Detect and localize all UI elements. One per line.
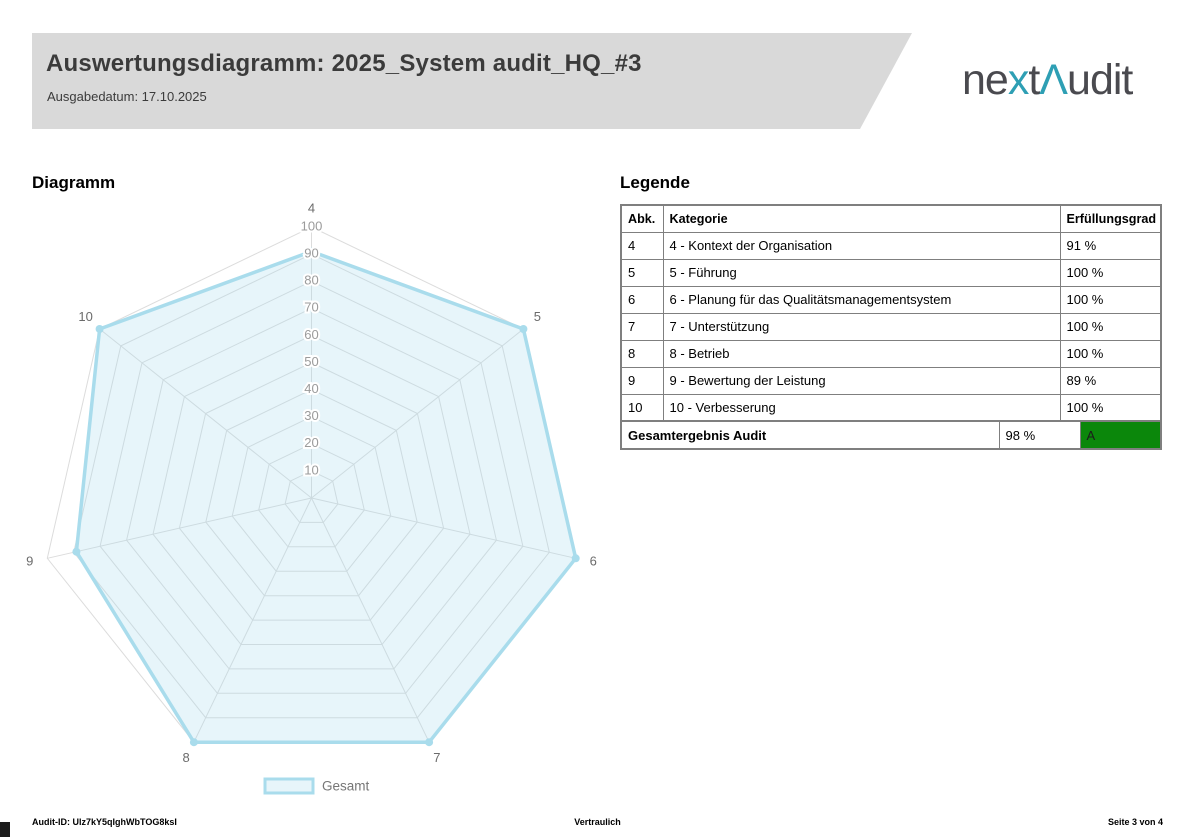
table-cell: 10 xyxy=(620,393,664,422)
radar-data-point xyxy=(571,554,580,563)
table-cell: 8 - Betrieb xyxy=(662,339,1061,368)
radar-gridline xyxy=(152,334,471,645)
legend-table-header-row: Abk. Kategorie Erfüllungsgrad xyxy=(620,204,1162,233)
radar-series-polygon xyxy=(74,249,578,744)
radar-tick-label: 70 xyxy=(304,300,318,315)
radar-tick-label: 30 xyxy=(304,408,318,423)
radar-axis-label: 4 xyxy=(308,200,315,215)
radar-data-point xyxy=(519,325,528,333)
table-cell: 100 % xyxy=(1059,339,1162,368)
radar-axis-label: 8 xyxy=(182,750,189,765)
radar-data-point xyxy=(307,247,316,256)
summary-grade-badge: A xyxy=(1079,420,1162,450)
table-cell: 91 % xyxy=(1059,231,1162,260)
table-cell: 7 - Unterstützung xyxy=(662,312,1061,341)
footer-confidential: Vertraulich xyxy=(574,817,621,827)
legend-section-title: Legende xyxy=(620,173,690,192)
radar-chart: 10 20 30 40 50 60 70 80 90 100 4 5 6 7 8 9 10 Gesamt xyxy=(26,200,597,795)
radar-axis-line xyxy=(311,497,430,743)
table-cell: 5 xyxy=(620,258,664,287)
chart-legend-label: Gesamt xyxy=(322,779,370,794)
logo-letter-segment: udit xyxy=(1067,56,1133,104)
logo-letter-segment: Λ xyxy=(1039,56,1068,104)
radar-tick-label: 50 xyxy=(304,354,318,369)
table-cell: 100 % xyxy=(1059,258,1162,287)
radar-gridline xyxy=(284,470,339,523)
radar-data-point xyxy=(189,738,198,747)
radar-axis-line xyxy=(311,328,524,499)
radar-axis-label: 6 xyxy=(590,554,597,569)
radar-data-point xyxy=(95,325,104,333)
page-title: Auswertungsdiagramm: 2025_System audit_H… xyxy=(46,50,642,77)
radar-axis-line xyxy=(47,497,312,559)
logo-letter-segment: t xyxy=(1028,56,1040,104)
legend-column-header: Erfüllungsgrad xyxy=(1059,204,1162,233)
radar-gridline xyxy=(126,307,497,670)
table-cell: 10 - Verbesserung xyxy=(662,393,1061,422)
summary-table: Gesamtergebnis Audit 98 % A xyxy=(620,420,1162,450)
radar-gridline xyxy=(205,389,418,597)
radar-data-point xyxy=(425,738,434,747)
table-cell: 4 xyxy=(620,231,664,260)
legend-column-header: Kategorie xyxy=(662,204,1061,233)
radar-data-point xyxy=(72,547,81,556)
radar-axis-label: 9 xyxy=(26,554,33,569)
summary-value: 98 % xyxy=(998,420,1081,450)
diagram-section-title: Diagramm xyxy=(32,173,116,192)
radar-tick-label: 40 xyxy=(304,381,318,396)
footer-audit-id: Audit-ID: Ulz7kY5qIghWbTOG8ksI xyxy=(32,817,177,827)
radar-gridline xyxy=(73,253,550,719)
table-cell: 100 % xyxy=(1059,285,1162,314)
table-row: 10 10 - Verbesserung 100 % xyxy=(620,393,1162,422)
logo-letter-segment: x xyxy=(1007,56,1029,104)
table-cell: 89 % xyxy=(1059,366,1162,395)
table-cell: 5 - Führung xyxy=(662,258,1061,287)
radar-axis-line xyxy=(99,328,312,499)
table-cell: 8 xyxy=(620,339,664,368)
radar-axis-label: 7 xyxy=(433,750,440,765)
table-cell: 4 - Kontext der Organisation xyxy=(662,231,1061,260)
radar-axis-label: 5 xyxy=(534,309,541,324)
radar-tick-label: 20 xyxy=(304,435,318,450)
chart-legend-swatch xyxy=(263,777,315,795)
radar-gridline xyxy=(258,443,365,548)
radar-tick-label: 10 xyxy=(304,462,318,477)
table-cell: 6 xyxy=(620,285,664,314)
page-corner-mark xyxy=(0,822,10,837)
table-cell: 100 % xyxy=(1059,393,1162,422)
table-cell: 7 xyxy=(620,312,664,341)
radar-tick-label: 80 xyxy=(304,273,318,288)
radar-gridline xyxy=(178,361,445,621)
issue-date: Ausgabedatum: 17.10.2025 xyxy=(47,89,207,104)
summary-label: Gesamtergebnis Audit xyxy=(620,420,1000,450)
table-cell: 9 - Bewertung der Leistung xyxy=(662,366,1061,395)
radar-axis-label: 10 xyxy=(78,309,92,324)
header-band: Auswertungsdiagramm: 2025_System audit_H… xyxy=(32,33,912,129)
logo-letter-segment: ne xyxy=(962,56,1009,104)
radar-tick-label: 90 xyxy=(304,246,318,261)
summary-row: Gesamtergebnis Audit 98 % A xyxy=(620,420,1162,450)
radar-axis-line xyxy=(311,497,576,559)
table-cell: 6 - Planung für das Qualitätsmanagements… xyxy=(662,285,1061,314)
table-cell: 9 xyxy=(620,366,664,395)
footer-page-number: Seite 3 von 4 xyxy=(1107,817,1163,827)
table-cell: 100 % xyxy=(1059,312,1162,341)
nextaudit-logo: nextΛudit xyxy=(962,56,1133,105)
radar-tick-label: 60 xyxy=(304,327,318,342)
radar-gridline xyxy=(231,416,392,572)
radar-gridline xyxy=(99,280,524,694)
radar-tick-label: 100 xyxy=(301,218,323,233)
legend-column-header: Abk. xyxy=(620,204,664,233)
radar-axis-line xyxy=(193,497,312,743)
